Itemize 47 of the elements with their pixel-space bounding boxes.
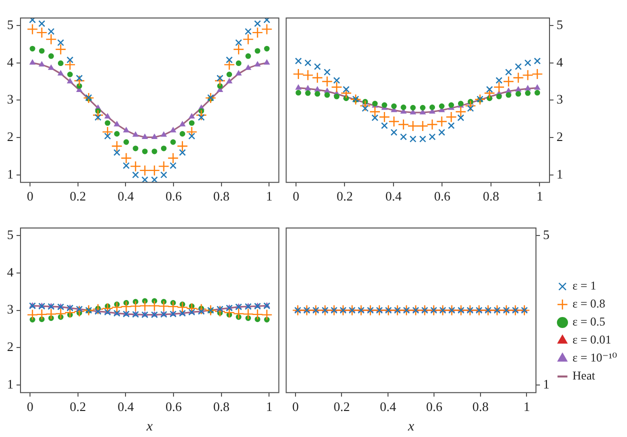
- y-tick-label: 3: [7, 302, 14, 317]
- x-tick-label: 0.6: [165, 398, 182, 414]
- x-tick-label: 0.4: [118, 398, 134, 414]
- x-tick-label: 0.8: [472, 398, 489, 414]
- x-axis-title: x: [146, 419, 154, 434]
- x-tick-label: 0.4: [118, 188, 134, 204]
- x-tick-label: 0.8: [213, 188, 230, 204]
- legend-label: ε = 0.8: [572, 296, 606, 311]
- x-tick-label: 0.2: [70, 398, 86, 414]
- x-axis-title: x: [406, 419, 415, 434]
- x-tick-label: 0.6: [434, 188, 451, 204]
- y-tick-label: 4: [556, 54, 564, 70]
- y-tick-label: 1: [556, 166, 563, 182]
- x-tick-label: 0.6: [165, 188, 182, 204]
- x-tick-label: 0: [292, 188, 300, 204]
- x-tick-label: 0.2: [70, 188, 86, 204]
- x-tick-label: 0.8: [213, 398, 230, 414]
- y-tick-label: 2: [7, 128, 14, 144]
- x-tick-label: 1: [266, 398, 272, 414]
- x-tick-label: 0: [292, 398, 299, 414]
- x-tick-label: 0: [26, 188, 34, 204]
- y-tick-label: 5: [7, 226, 14, 242]
- y-tick-label: 2: [556, 128, 563, 144]
- legend-label: ε = 10⁻¹⁰: [572, 350, 618, 365]
- x-tick-label: 1: [266, 188, 272, 204]
- x-tick-label: 0.8: [482, 188, 500, 204]
- y-tick-label: 5: [542, 226, 550, 242]
- legend-label: ε = 0.5: [572, 314, 606, 329]
- x-tick-label: 0.6: [426, 398, 443, 414]
- y-tick-label: 3: [556, 92, 563, 107]
- x-tick-label: 0.2: [336, 188, 353, 204]
- y-tick-label: 3: [7, 92, 14, 107]
- y-tick-label: 5: [556, 16, 563, 32]
- legend-label: Heat: [572, 368, 596, 383]
- y-tick-label: 5: [7, 16, 14, 32]
- x-tick-label: 0: [26, 398, 34, 414]
- y-tick-label: 4: [7, 54, 14, 70]
- x-tick-label: 0.4: [380, 398, 397, 414]
- y-tick-label: 1: [7, 376, 14, 392]
- y-tick-label: 1: [7, 166, 14, 182]
- x-tick-label: 1: [523, 398, 530, 414]
- y-tick-label: 4: [7, 264, 14, 280]
- legend-label: ε = 0.01: [572, 332, 612, 347]
- x-tick-label: 0.2: [334, 398, 350, 414]
- legend-label: ε = 1: [572, 278, 596, 293]
- y-tick-label: 2: [7, 339, 14, 354]
- x-tick-label: 0.4: [385, 188, 402, 204]
